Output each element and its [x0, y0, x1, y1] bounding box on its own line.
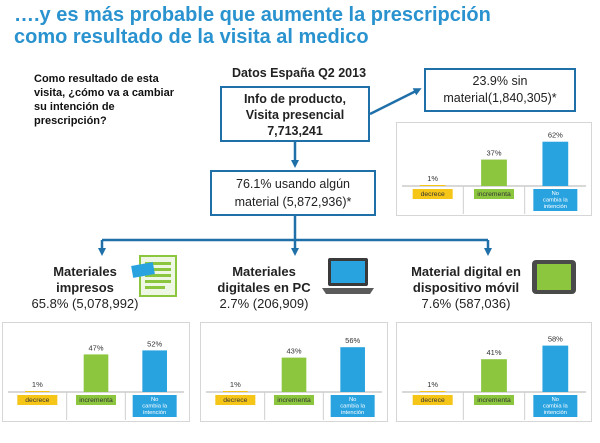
bar-no-cambia: [340, 347, 365, 392]
tablet-icon: [532, 260, 576, 294]
usando-material-box: 76.1% usando algún material (5,872,936)*: [210, 170, 376, 216]
data-label-no-cambia: 62%: [548, 131, 563, 140]
category-movil-line-2: dispositivo móvil: [412, 280, 520, 295]
info-line-1: Info de producto,: [243, 92, 347, 106]
tick-label-incrementa: incrementa: [79, 397, 113, 404]
bar-incrementa: [281, 357, 307, 392]
tick-label-incrementa: incrementa: [277, 397, 311, 404]
tick-label-no-cambia: No cambia la intención: [340, 397, 366, 416]
data-label-no-cambia: 56%: [345, 336, 360, 345]
data-label-decrece: 1%: [427, 174, 438, 183]
category-impresos-value: 65.8% (5,078,992): [31, 296, 139, 311]
bar-decrece: [25, 391, 50, 392]
sin-line-2: material(1,840,305)*: [443, 91, 557, 105]
info-line-2: Visita presencial: [245, 108, 345, 122]
sin-line-1: 23.9% sin: [472, 74, 528, 88]
laptop-icon: [322, 258, 374, 294]
tick-label-incrementa: incrementa: [477, 397, 511, 404]
category-swatch-incrementa: [474, 189, 514, 199]
category-swatch-decrece: [17, 395, 58, 405]
tick-label-incrementa: incrementa: [477, 191, 511, 198]
data-label-decrece: 1%: [230, 380, 241, 389]
arrow-info-to-sin: [369, 88, 422, 116]
document-icon: [131, 255, 177, 297]
category-swatch-decrece: [412, 395, 453, 405]
category-swatch-no-cambia: [533, 189, 578, 211]
datos-header: Datos España Q2 2013: [231, 66, 367, 80]
category-swatch-incrementa: [274, 395, 314, 405]
data-label-incrementa: 41%: [486, 348, 501, 357]
tick-label-no-cambia: No cambia la intención: [543, 397, 569, 416]
tick-label-decrece: decrece: [421, 191, 445, 198]
data-label-incrementa: 43%: [286, 347, 301, 356]
data-label-incrementa: 47%: [88, 343, 103, 352]
bar-incrementa: [481, 359, 507, 392]
usando-line-2: material (5,872,936)*: [234, 195, 352, 209]
category-pc-line-1: Materiales: [232, 264, 296, 279]
chart-impresos: 1% decrece 47% incrementa 52% No cambia la inte…: [2, 322, 190, 422]
tick-label-decrece: decrece: [25, 397, 49, 404]
category-swatch-no-cambia: [330, 395, 375, 417]
category-swatch-no-cambia: [533, 395, 578, 417]
data-label-incrementa: 37%: [486, 149, 501, 158]
tick-label-no-cambia: No cambia la intención: [543, 191, 569, 210]
category-movil-value: 7.6% (587,036): [421, 296, 511, 311]
category-pc-value: 2.7% (206,909): [219, 296, 309, 311]
bar-no-cambia: [142, 350, 167, 392]
info-line-3: 7,713,241: [267, 124, 323, 138]
category-pc: Materiales digitales en PC 2.7% (206,909…: [200, 264, 328, 312]
category-swatch-incrementa: [76, 395, 116, 405]
category-swatch-no-cambia: [132, 395, 177, 417]
data-label-decrece: 1%: [427, 380, 438, 389]
bar-decrece: [223, 391, 248, 392]
category-swatch-decrece: [412, 189, 453, 199]
question-text: Como resultado de esta visita, ¿cómo va …: [34, 73, 175, 127]
category-swatch-incrementa: [474, 395, 514, 405]
bar-no-cambia: [542, 345, 569, 392]
chart-sin-material: 1% decrece 37% incrementa 62% No cambia la inte…: [396, 122, 592, 216]
chart-pc: 1% decrece 43% incrementa 56% No cambia la inte…: [200, 322, 388, 422]
data-label-decrece: 1%: [32, 380, 43, 389]
category-movil-line-1: Material digital en: [411, 264, 521, 279]
category-pc-line-2: digitales en PC: [217, 280, 311, 295]
tick-label-no-cambia: No cambia la intención: [142, 397, 168, 416]
category-impresos-line-2: impresos: [56, 280, 114, 295]
title-line-2: como resultado de la visita al medico: [14, 26, 369, 48]
category-swatch-decrece: [215, 395, 256, 405]
chart-movil: 1% decrece 41% incrementa 58% No cambia la inte…: [396, 322, 592, 422]
bar-incrementa: [83, 354, 109, 392]
category-impresos-line-1: Materiales: [53, 264, 117, 279]
category-impresos: Materiales impresos 65.8% (5,078,992): [10, 264, 160, 312]
info-producto-box: Info de producto, Visita presencial 7,71…: [220, 86, 370, 142]
bar-decrece: [419, 391, 446, 392]
page-title: ….y es más probable que aumente la presc…: [14, 4, 594, 48]
sin-material-box: 23.9% sin material(1,840,305)*: [424, 68, 576, 112]
data-label-no-cambia: 52%: [147, 339, 162, 348]
data-label-no-cambia: 58%: [548, 335, 563, 344]
category-movil: Material digital en dispositivo móvil 7.…: [396, 264, 536, 312]
usando-line-1: 76.1% usando algún: [236, 177, 350, 191]
bar-decrece: [419, 185, 446, 186]
tick-label-decrece: decrece: [223, 397, 247, 404]
bar-incrementa: [481, 159, 507, 186]
tick-label-decrece: decrece: [421, 397, 445, 404]
bar-no-cambia: [542, 141, 569, 186]
title-line-1: ….y es más probable que aumente la presc…: [14, 4, 491, 26]
